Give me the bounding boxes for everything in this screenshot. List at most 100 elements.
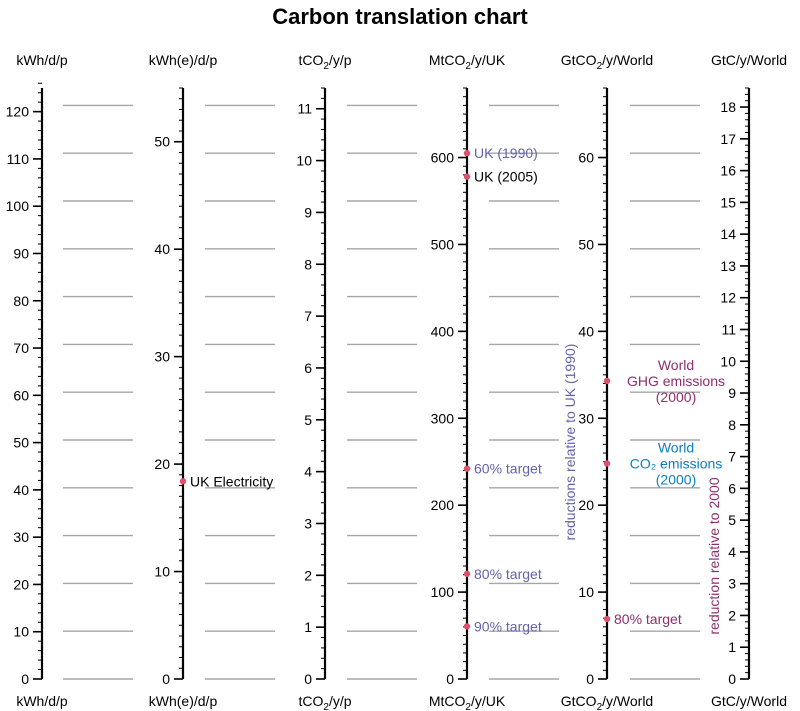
annotation-label: World [658,357,694,373]
tick-label: 3 [304,515,312,531]
annotation-marker [463,465,471,472]
tick-label: 500 [431,236,455,252]
annotation-label: World [658,439,694,455]
tick-label: 11 [297,101,312,117]
tick-label: 17 [720,131,736,147]
annotation-label: UK (2005) [474,169,538,185]
tick-label: 20 [13,576,29,592]
tick-label: 3 [728,576,736,592]
annotation-marker [463,149,471,157]
unit-text: kWh/d/p [16,52,68,68]
tick-label: 200 [431,497,455,513]
annotation-marker [463,173,471,180]
tick-label: 0 [304,671,312,687]
unit-text: GtC/y/World [711,693,787,709]
tick-label: 60 [13,387,29,403]
annotation-label: (2000) [656,389,696,405]
unit-suffix: /y/UK [471,693,506,709]
tick-label: 10 [296,153,312,169]
axis-unit-bottom: MtCO2/y/UK [429,693,506,711]
annotation-label: 80% target [614,611,682,627]
annotation-2: UK (2005) [463,169,538,185]
annotation-marker [463,570,471,578]
unit-suffix: /y/p [329,52,352,68]
tick-label: 100 [6,198,30,214]
unit-text: tCO [298,52,323,68]
tick-label: 9 [728,385,736,401]
tick-label: 50 [13,435,29,451]
axis-unit-top: MtCO2/y/UK [429,52,506,72]
annotation-marker [179,478,187,485]
unit-text: kWh/d/p [16,693,68,709]
tick-label: 400 [431,323,455,339]
tick-label: 20 [154,456,170,472]
axis-unit-top: tCO2/y/p [298,52,351,72]
tick-label: 110 [7,151,30,167]
tick-label: 300 [431,410,455,426]
unit-text: GtCO [561,693,597,709]
tick-label: 10 [154,564,170,580]
tick-label: 4 [304,464,312,480]
annotation-8: 80% target [603,611,682,627]
unit-text: tCO [298,693,323,709]
unit-subscript: 2 [323,702,329,711]
tick-label: 7 [728,449,736,465]
tick-label: 10 [720,353,736,369]
tick-label: 40 [578,323,594,339]
axis-unit-top: GtC/y/World [711,52,787,68]
tick-label: 30 [13,529,29,545]
annotation-label: GHG emissions [627,373,725,389]
tick-label: 6 [728,480,736,496]
axis-0: 0 10 20 30 40 50 60 70 80 90 100 110 120 kWh/d/p kWh/d… [6,52,68,709]
tick-label: 15 [720,194,736,210]
tick-label: 6 [304,360,312,376]
annotation-4: 80% target [463,566,542,582]
annotation-5: 90% target [463,618,542,634]
chart-title: Carbon translation chart [272,4,528,29]
annotation-0: UK Electricity [179,473,273,489]
tick-label: 80 [13,293,29,309]
tick-label: 100 [431,584,455,600]
tick-label: 9 [304,204,312,220]
tick-label: 12 [720,290,736,306]
tick-label: 2 [728,607,736,623]
unit-text: kWh(e)/d/p [149,693,218,709]
unit-subscript: 2 [597,702,603,711]
tick-label: 8 [304,256,312,272]
axis-unit-top: kWh(e)/d/p [149,52,218,68]
tick-label: 18 [720,99,736,115]
tick-label: 13 [720,258,736,274]
tick-label: 11 [721,321,736,337]
annotations: UK Electricity UK (1990) UK (2005) 60% targ… [179,145,725,635]
tick-label: 14 [720,226,736,242]
grid-lines [63,104,700,680]
tick-label: 30 [578,410,594,426]
tick-label: 1 [728,639,736,655]
annotation-label: UK (1990) [474,145,538,161]
unit-suffix: /y/p [329,693,352,709]
annotation-marker [603,377,611,385]
unit-suffix: /y/World [602,52,653,68]
axes: 0102030405060708090100110120kWh/d/pkWh/d… [6,52,787,711]
tick-label: 8 [728,417,736,433]
tick-label: 30 [154,349,170,365]
tick-label: 40 [154,241,170,257]
annotation-label: CO₂ emissions [630,455,723,471]
tick-label: 2 [304,567,312,583]
unit-text: MtCO [429,52,466,68]
tick-label: 60 [578,150,594,166]
unit-suffix: /y/UK [471,52,506,68]
side-label: reduction relative to 2000 [706,477,722,634]
annotation-3: 60% target [463,461,542,477]
annotation-marker [603,460,611,467]
annotation-label: 80% target [474,566,542,582]
unit-text: MtCO [429,693,466,709]
axis-unit-bottom: kWh(e)/d/p [149,693,218,709]
unit-subscript: 2 [323,61,329,72]
tick-label: 0 [162,671,170,687]
annotation-label: 60% target [474,461,542,477]
